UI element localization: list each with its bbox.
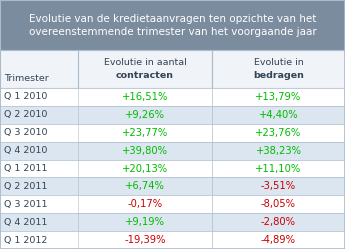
Bar [78,124,212,142]
Bar [212,160,345,178]
Text: Evolutie van de kredietaanvragen ten opzichte van het: Evolutie van de kredietaanvragen ten opz… [29,14,316,24]
Text: contracten: contracten [116,70,174,79]
Bar [212,106,345,124]
Text: Evolutie in: Evolutie in [254,58,303,66]
Bar [0,50,345,88]
Bar [78,106,212,124]
Text: -19,39%: -19,39% [124,235,166,245]
Bar [212,50,345,88]
Bar [78,50,212,88]
Text: +9,26%: +9,26% [125,110,165,120]
Text: +20,13%: +20,13% [122,164,168,174]
Text: +11,10%: +11,10% [255,164,302,174]
Text: +23,76%: +23,76% [255,128,302,138]
Bar [0,88,345,106]
Text: Q 4 2010: Q 4 2010 [4,146,47,155]
Bar [0,106,345,124]
Bar [0,178,345,195]
Text: Q 3 2010: Q 3 2010 [4,128,48,137]
Bar [0,195,345,213]
Text: Q 1 2010: Q 1 2010 [4,92,47,101]
Text: Q 3 2011: Q 3 2011 [4,200,48,209]
Bar [78,178,212,195]
Bar [0,142,345,160]
Bar [0,124,345,142]
Text: -3,51%: -3,51% [261,181,296,191]
Bar [212,195,345,213]
Bar [212,124,345,142]
Bar [78,231,212,249]
Bar [78,213,212,231]
Text: -8,05%: -8,05% [261,199,296,209]
Text: +39,80%: +39,80% [122,146,168,156]
Text: Trimester: Trimester [4,74,49,83]
Text: Q 4 2011: Q 4 2011 [4,218,47,227]
Bar [212,231,345,249]
Text: +6,74%: +6,74% [125,181,165,191]
Text: +4,40%: +4,40% [259,110,298,120]
Text: overeenstemmende trimester van het voorgaande jaar: overeenstemmende trimester van het voorg… [29,27,316,37]
Text: +13,79%: +13,79% [255,92,302,102]
Bar [212,178,345,195]
Text: +9,19%: +9,19% [125,217,165,227]
Bar [78,88,212,106]
Text: +38,23%: +38,23% [256,146,302,156]
Bar [78,195,212,213]
Bar [212,88,345,106]
Bar [0,213,345,231]
Text: Q 2 2010: Q 2 2010 [4,110,47,119]
Text: bedragen: bedragen [253,70,304,79]
Text: -0,17%: -0,17% [127,199,162,209]
Text: Q 1 2012: Q 1 2012 [4,236,47,245]
Text: Q 2 2011: Q 2 2011 [4,182,47,191]
Text: +16,51%: +16,51% [122,92,168,102]
Text: -2,80%: -2,80% [261,217,296,227]
Bar [78,142,212,160]
Bar [0,0,345,50]
Bar [78,160,212,178]
Bar [0,231,345,249]
Bar [212,213,345,231]
Text: -4,89%: -4,89% [261,235,296,245]
Bar [0,160,345,178]
Bar [212,142,345,160]
Text: +23,77%: +23,77% [122,128,168,138]
Text: Evolutie in aantal: Evolutie in aantal [104,58,186,66]
Text: Q 1 2011: Q 1 2011 [4,164,47,173]
